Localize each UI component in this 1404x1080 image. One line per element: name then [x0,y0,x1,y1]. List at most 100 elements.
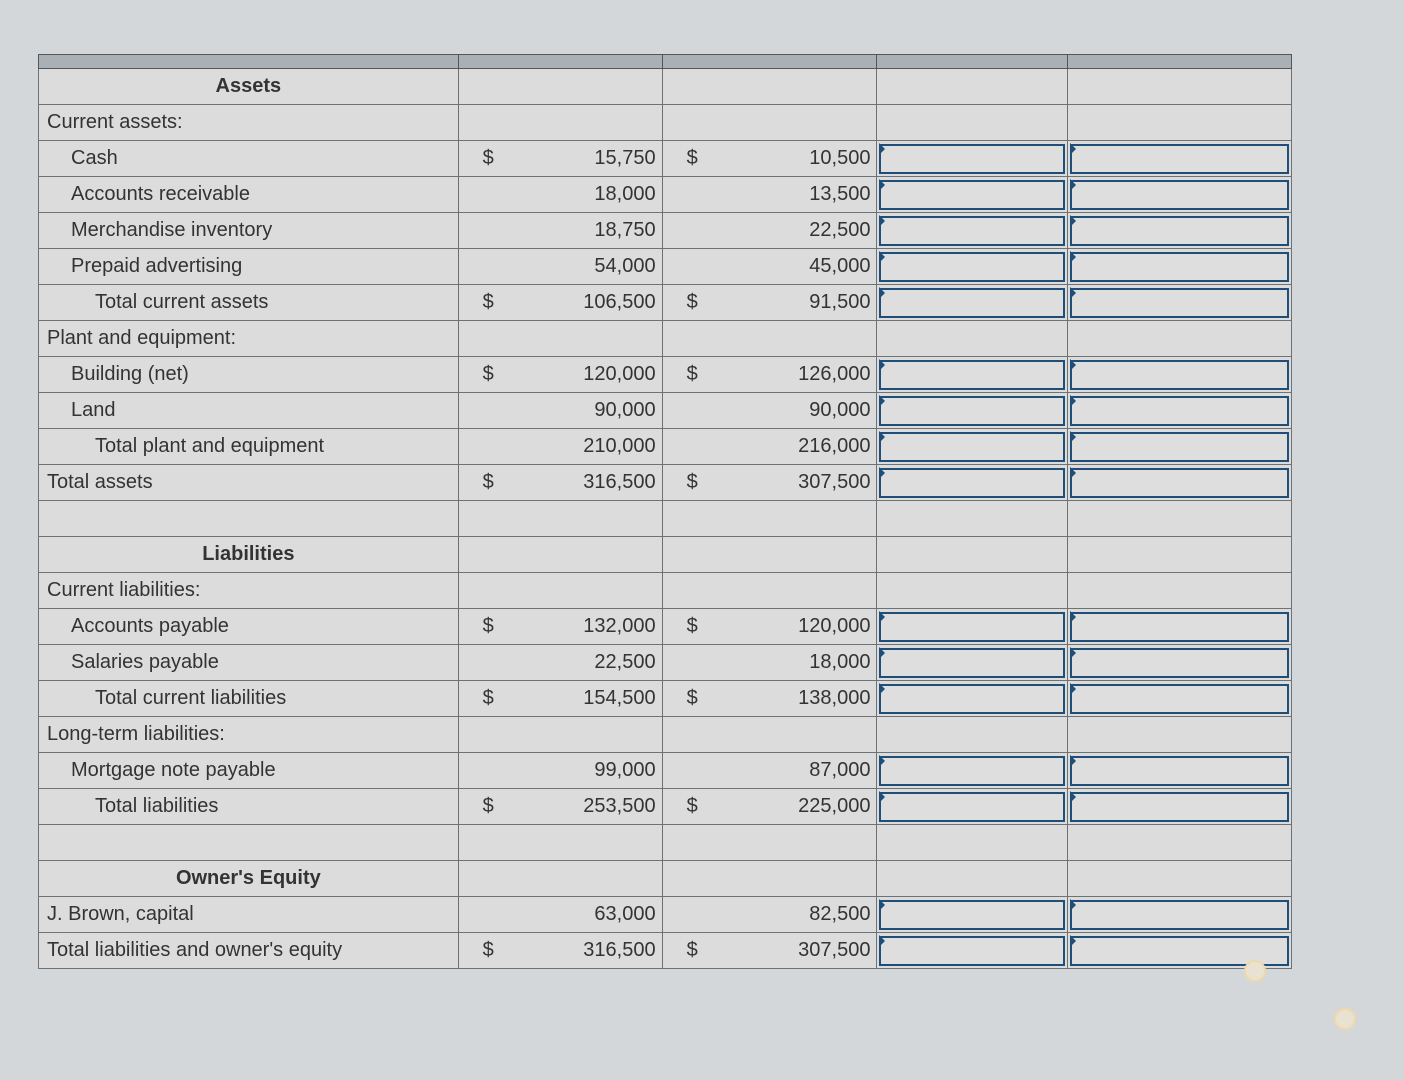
increase-amount-input[interactable] [879,899,1066,930]
increase-amount-input[interactable] [879,683,1066,714]
cell-marker-icon [879,251,886,263]
currency-sign: $ [686,147,698,169]
table-row: Total liabilities and owner's equity $316… [38,932,1292,969]
amount-value: 132,000 [583,615,656,637]
increase-amount-input[interactable] [879,215,1066,246]
increase-percent-input[interactable] [1070,935,1289,966]
increase-percent-input[interactable] [1070,359,1289,390]
amount-value: 106,500 [583,291,656,313]
table-row: Building (net) $120,000 $126,000 [38,356,1292,393]
column-header [876,54,1069,69]
increase-amount-input[interactable] [879,647,1066,678]
row-label [38,824,459,861]
currency-sign: $ [686,615,698,637]
column-header-row [38,54,1292,69]
increase-amount-input[interactable] [879,431,1066,462]
row-label: Plant and equipment: [38,320,459,357]
cell-marker-icon [879,431,886,443]
row-label: Total plant and equipment [38,428,459,465]
currency-sign: $ [686,471,698,493]
increase-amount-input[interactable] [879,467,1066,498]
increase-percent-input[interactable] [1070,179,1289,210]
increase-percent-input[interactable] [1070,755,1289,786]
cell-marker-icon [1070,755,1077,767]
increase-percent-input[interactable] [1070,791,1289,822]
currency-sign: $ [482,939,494,961]
table-row: Accounts payable $132,000 $120,000 [38,608,1292,645]
cell-marker-icon [879,215,886,227]
amount-value: 316,500 [583,471,656,493]
increase-percent-input[interactable] [1070,647,1289,678]
cell-marker-icon [1070,251,1077,263]
cell-marker-icon [879,899,886,911]
table-row: Total assets $316,500 $307,500 [38,464,1292,501]
amount-value: 91,500 [809,291,871,313]
row-label: J. Brown, capital [38,896,459,933]
amount-value: 54,000 [594,255,656,277]
section-heading: Liabilities [38,536,459,573]
currency-sign: $ [686,291,698,313]
column-header [661,54,878,69]
cell-marker-icon [879,611,886,623]
increase-percent-input[interactable] [1070,899,1289,930]
increase-percent-input[interactable] [1070,395,1289,426]
increase-percent-input[interactable] [1070,215,1289,246]
increase-percent-input[interactable] [1070,683,1289,714]
cell-marker-icon [1070,287,1077,299]
status-indicator [1244,960,1266,982]
amount-value: 18,000 [809,651,871,673]
currency-sign: $ [482,291,494,313]
increase-percent-input[interactable] [1070,287,1289,318]
row-label: Total assets [38,464,459,501]
row-label: Building (net) [38,356,459,393]
row-label [38,500,459,537]
increase-amount-input[interactable] [879,359,1066,390]
balance-sheet-table: Assets Current assets: Cash $15,750 $10,500 A… [38,54,1292,969]
amount-value: 225,000 [798,795,871,817]
increase-percent-input[interactable] [1070,143,1289,174]
table-row: Prepaid advertising 54,000 45,000 [38,248,1292,285]
row-label: Total liabilities and owner's equity [38,932,459,969]
currency-sign: $ [482,795,494,817]
increase-percent-input[interactable] [1070,431,1289,462]
row-label: Total current assets [38,284,459,321]
cell-marker-icon [879,647,886,659]
table-row: Land 90,000 90,000 [38,392,1292,429]
increase-amount-input[interactable] [879,287,1066,318]
table-row: Current liabilities: [38,572,1292,609]
row-label: Land [38,392,459,429]
row-label: Accounts receivable [38,176,459,213]
amount-value: 253,500 [583,795,656,817]
cell-marker-icon [879,467,886,479]
row-label: Current assets: [38,104,459,141]
increase-percent-input[interactable] [1070,467,1289,498]
table-row: Mortgage note payable 99,000 87,000 [38,752,1292,789]
increase-amount-input[interactable] [879,395,1066,426]
increase-amount-input[interactable] [879,935,1066,966]
increase-percent-input[interactable] [1070,251,1289,282]
currency-sign: $ [686,939,698,961]
amount-value: 10,500 [809,147,871,169]
cell-marker-icon [1070,791,1077,803]
amount-value: 13,500 [809,183,871,205]
amount-value: 15,750 [594,147,656,169]
increase-amount-input[interactable] [879,179,1066,210]
cell-marker-icon [879,935,886,947]
increase-amount-input[interactable] [879,143,1066,174]
table-row: Merchandise inventory 18,750 22,500 [38,212,1292,249]
table-row: Current assets: [38,104,1292,141]
increase-amount-input[interactable] [879,755,1066,786]
increase-percent-input[interactable] [1070,611,1289,642]
increase-amount-input[interactable] [879,251,1066,282]
increase-amount-input[interactable] [879,611,1066,642]
currency-sign: $ [482,471,494,493]
table-row: Plant and equipment: [38,320,1292,357]
row-label: Cash [38,140,459,177]
row-label: Mortgage note payable [38,752,459,789]
cell-marker-icon [1070,215,1077,227]
table-row: Cash $15,750 $10,500 [38,140,1292,177]
increase-amount-input[interactable] [879,791,1066,822]
currency-sign: $ [482,147,494,169]
row-label: Total current liabilities [38,680,459,717]
currency-sign: $ [482,615,494,637]
